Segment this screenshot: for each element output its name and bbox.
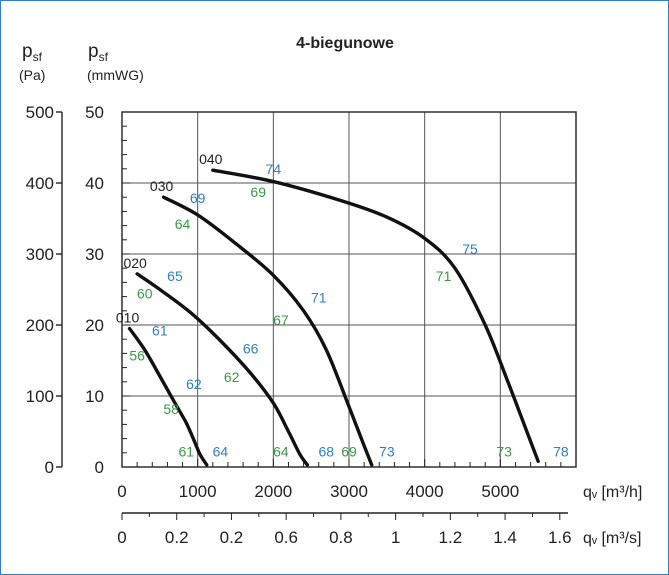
- y-left-tick-label: 200: [26, 316, 54, 335]
- series-name-label: 020: [123, 255, 147, 271]
- x-axis-1-label: qᵥ [m³/h]: [583, 484, 642, 501]
- y-right-tick-label: 20: [85, 316, 104, 335]
- x-axis-2-tick-label: 1.4: [493, 528, 517, 547]
- y-left-tick-label: 500: [26, 103, 54, 122]
- y-left-unit: (Pa): [19, 67, 45, 83]
- efficiency-label: 69: [341, 443, 357, 459]
- x-axis-1-tick-label: 3000: [330, 482, 368, 501]
- curve-020: [135, 272, 310, 467]
- curves: [127, 168, 540, 467]
- efficiency-label: 61: [152, 323, 168, 339]
- efficiency-label: 62: [186, 376, 202, 392]
- y-left-tick-label: 400: [26, 174, 54, 193]
- efficiency-label: 64: [175, 216, 191, 232]
- efficiency-label: 73: [496, 443, 512, 459]
- efficiency-label: 58: [163, 401, 179, 417]
- x-axis-2-tick-label: 0.2: [165, 528, 189, 547]
- x-axis-1-tick-label: 2000: [254, 482, 292, 501]
- y-right-unit: (mmWG): [87, 67, 144, 83]
- x-axis-2-tick-label: 1: [391, 528, 400, 547]
- x-axis-2-label: qᵥ [m³/s]: [583, 530, 641, 547]
- x-axis-1-tick-label: 0: [117, 482, 126, 501]
- efficiency-label: 75: [462, 241, 478, 257]
- x-axis-2-tick-label: 1.2: [439, 528, 463, 547]
- efficiency-label: 60: [137, 286, 153, 302]
- y-right-tick-label: 0: [95, 458, 104, 477]
- efficiency-label: 61: [179, 443, 195, 459]
- x-axis-2-tick-label: 0.2: [220, 528, 244, 547]
- x-axis-2-tick-label: 0.8: [329, 528, 353, 547]
- efficiency-label: 64: [213, 443, 229, 459]
- efficiency-label: 67: [273, 312, 289, 328]
- x-axis-1-tick-label: 5000: [481, 482, 519, 501]
- efficiency-label: 69: [250, 184, 266, 200]
- efficiency-label: 68: [319, 443, 335, 459]
- chart-title: 4-biegunowe: [296, 35, 394, 52]
- efficiency-label: 56: [129, 348, 145, 364]
- x-axis-2-tick-label: 0: [117, 528, 126, 547]
- efficiency-label: 62: [224, 369, 240, 385]
- series-name-label: 030: [150, 178, 174, 194]
- y-right-label: psf: [88, 41, 109, 64]
- x-axis-1-tick-label: 4000: [406, 482, 444, 501]
- x-axis-2-tick-label: 0.6: [274, 528, 298, 547]
- efficiency-label: 64: [273, 443, 289, 459]
- y-left-tick-label: 0: [45, 458, 54, 477]
- curve-030: [161, 195, 374, 467]
- efficiency-label: 65: [167, 268, 183, 284]
- y-left-tick-label: 100: [26, 387, 54, 406]
- x-axis-2-tick-label: 1.6: [548, 528, 572, 547]
- x-axis-1-tick-label: 1000: [179, 482, 217, 501]
- efficiency-label: 71: [436, 268, 452, 284]
- efficiency-label: 66: [243, 340, 259, 356]
- y-right-tick-label: 30: [85, 245, 104, 264]
- curve-040: [211, 168, 540, 464]
- series-name-label: 040: [199, 151, 223, 167]
- efficiency-label: 73: [379, 443, 395, 459]
- y-right-tick-label: 40: [85, 174, 104, 193]
- efficiency-label: 71: [311, 289, 327, 305]
- efficiency-label: 78: [553, 443, 569, 459]
- curve-010: [127, 326, 209, 467]
- y-right-tick-label: 50: [85, 103, 104, 122]
- y-left-tick-label: 300: [26, 245, 54, 264]
- y-left-label: psf: [22, 41, 43, 64]
- grid: [121, 111, 577, 468]
- efficiency-label: 74: [266, 161, 282, 177]
- y-right-tick-label: 10: [85, 387, 104, 406]
- efficiency-label: 69: [190, 190, 206, 206]
- series-name-label: 010: [116, 310, 140, 326]
